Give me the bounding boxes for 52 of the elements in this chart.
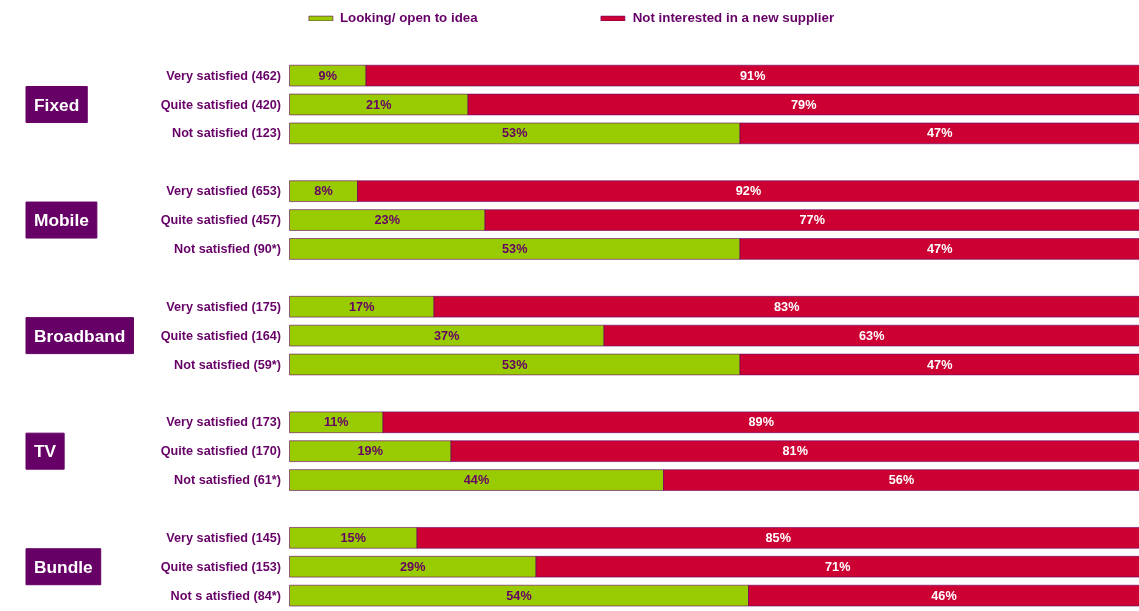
data-label: 37% (434, 328, 460, 343)
data-label: 11% (323, 415, 349, 430)
y-tick-label: Not satisfied (59*) (174, 357, 282, 372)
data-label: 47% (927, 241, 953, 256)
y-tick-label: Quite satisfied (153) (160, 559, 282, 574)
data-label: 91% (740, 68, 766, 83)
text: Broadband (34, 325, 126, 346)
data-label: 21% (366, 97, 392, 112)
text: Mobile (34, 210, 90, 231)
data-label: 47% (927, 126, 953, 141)
y-tick-label: Not satisfied (90*) (174, 241, 282, 256)
y-tick-label: Quite satisfied (170) (160, 444, 282, 459)
y-tick-label: Not s atisfied (84*) (170, 588, 282, 603)
text: Fixed (34, 94, 80, 115)
data-label: 47% (927, 357, 953, 372)
data-label: 29% (400, 559, 426, 574)
legend-label: Not interested in a new supplier (632, 10, 835, 25)
y-tick-label: Not satisfied (61*) (174, 473, 282, 488)
text: TV (34, 441, 57, 462)
data-label: 89% (748, 415, 774, 430)
legend-label: Looking/ open to idea (339, 10, 478, 25)
data-label: 71% (825, 559, 851, 574)
data-label: 56% (888, 473, 915, 488)
data-label: 81% (782, 444, 808, 459)
y-tick-label: Very satisfied (145) (166, 530, 282, 545)
data-label: 23% (374, 213, 400, 228)
data-label: 53% (502, 241, 528, 256)
data-label: 92% (735, 184, 762, 199)
data-label: 79% (791, 97, 817, 112)
data-label: 77% (799, 213, 825, 228)
y-tick-label: Quite satisfied (164) (160, 328, 282, 343)
data-label: 54% (506, 588, 532, 603)
data-label: 53% (502, 357, 528, 372)
data-label: 17% (349, 299, 375, 314)
y-tick-label: Very satisfied (462) (166, 68, 282, 83)
data-label: 63% (859, 328, 885, 343)
data-label: 8% (314, 184, 333, 199)
data-label: 85% (765, 530, 791, 545)
y-tick-label: Very satisfied (175) (166, 299, 282, 314)
text: Bundle (34, 556, 94, 577)
y-tick-label: Very satisfied (173) (166, 415, 282, 430)
data-label: 15% (340, 530, 366, 545)
data-label: 53% (502, 126, 528, 141)
data-label: 83% (774, 299, 800, 314)
data-label: 46% (931, 588, 957, 603)
y-tick-label: Quite satisfied (457) (160, 213, 282, 228)
data-label: 19% (357, 444, 383, 459)
y-tick-label: Very satisfied (653) (166, 184, 282, 199)
data-label: 44% (463, 473, 490, 488)
y-tick-label: Quite satisfied (420) (160, 97, 282, 112)
y-tick-label: Not satisfied (123) (171, 126, 281, 141)
data-label: 9% (318, 68, 337, 83)
